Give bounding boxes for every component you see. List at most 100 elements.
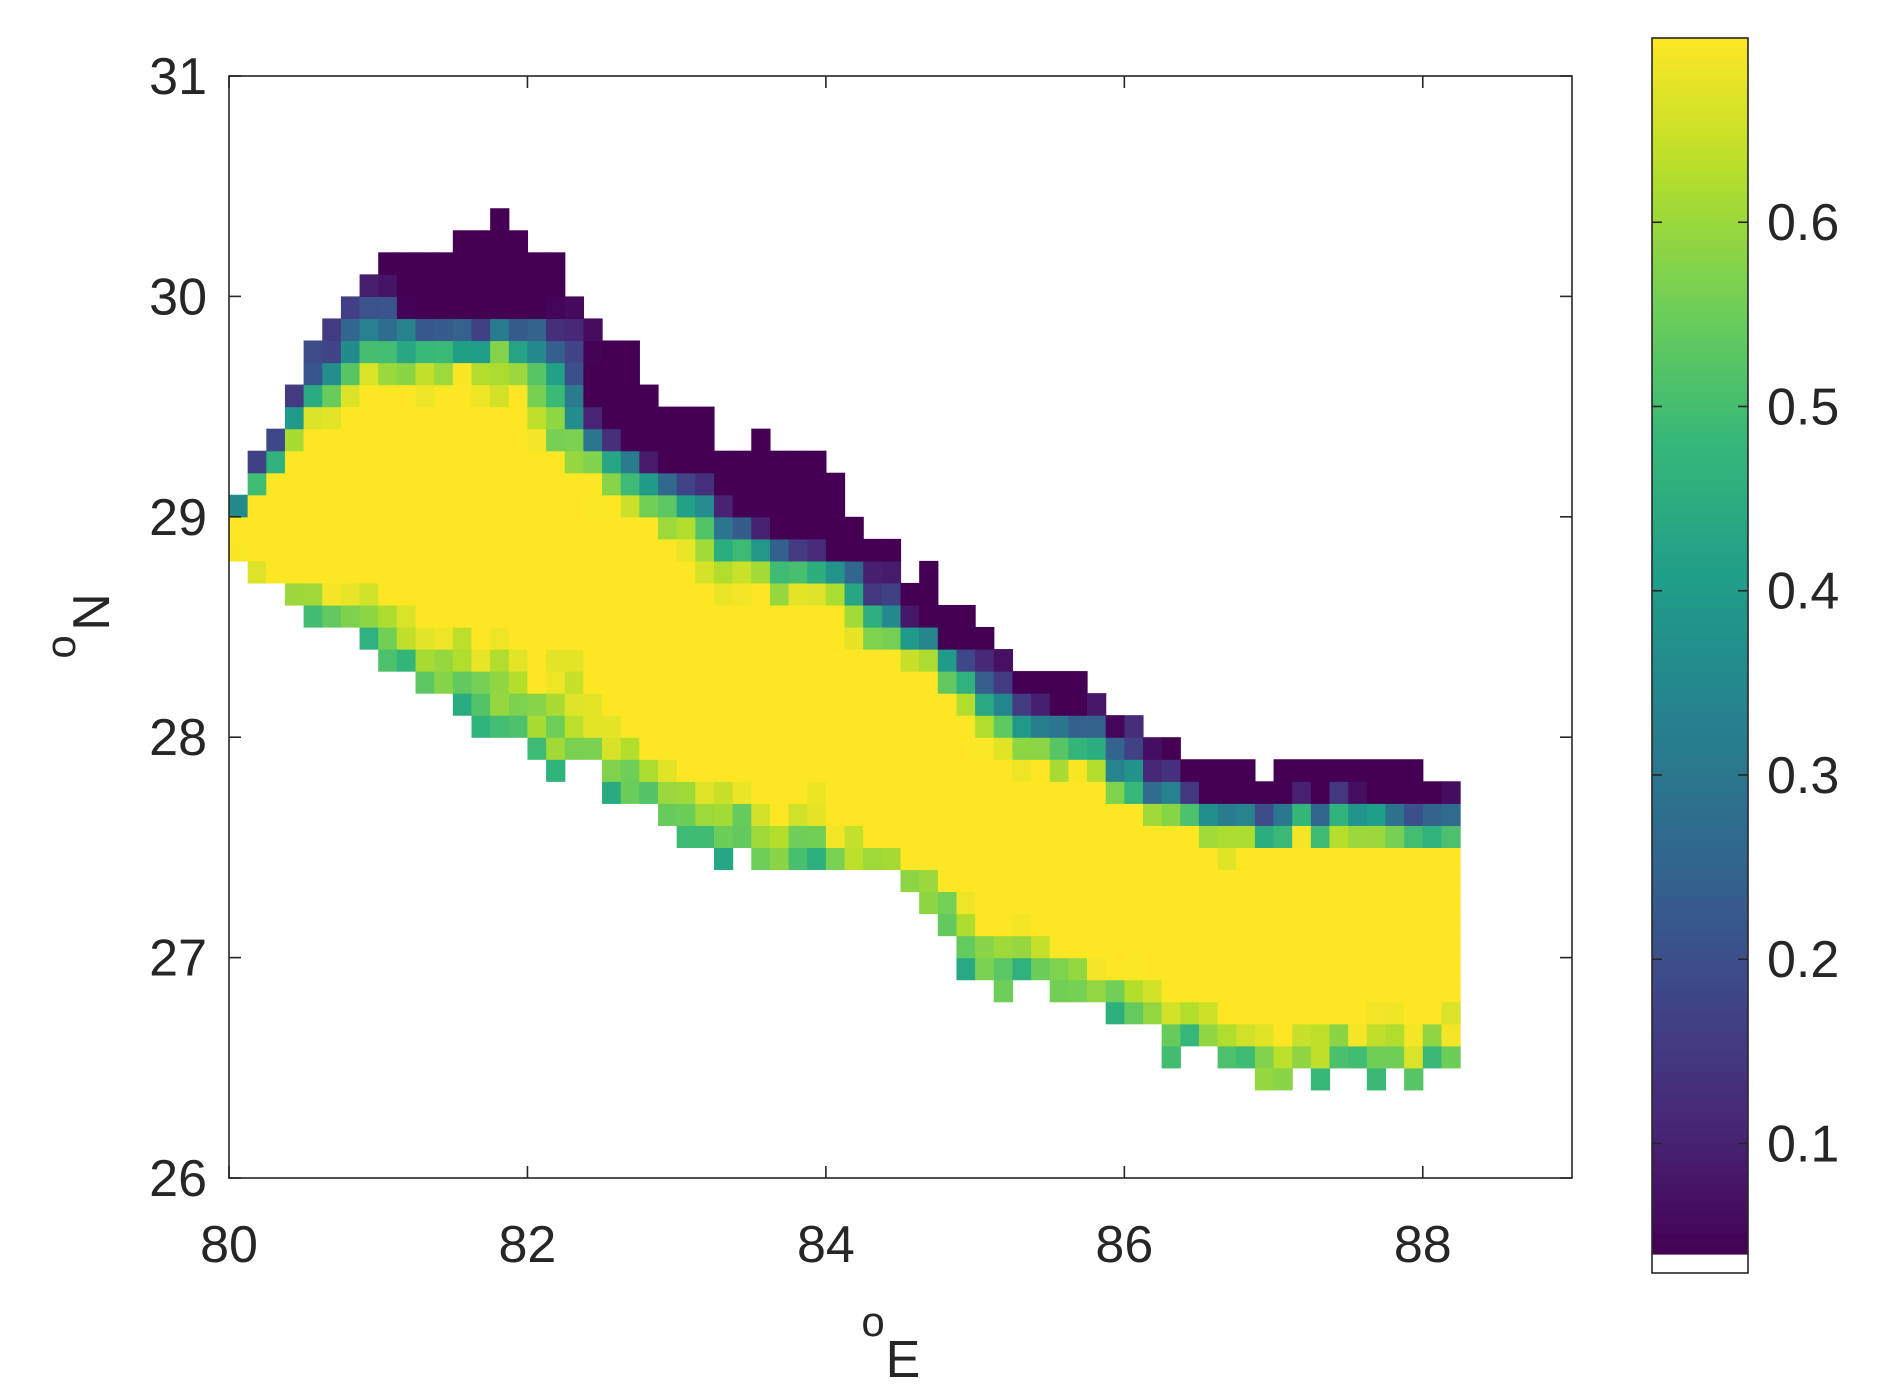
- heatmap-cell: [1404, 957, 1424, 981]
- heatmap-cell: [1068, 847, 1088, 871]
- heatmap-cell: [266, 428, 286, 452]
- colorbar-tick-label: 0.4: [1767, 563, 1839, 621]
- heatmap-cell: [956, 604, 976, 628]
- heatmap-cell: [919, 649, 939, 672]
- heatmap-cell: [583, 472, 603, 496]
- heatmap-cell: [1198, 979, 1219, 1003]
- heatmap-cell: [788, 604, 808, 628]
- heatmap-cell: [1087, 693, 1107, 716]
- heatmap-cell: [975, 913, 995, 937]
- heatmap-cell: [1236, 803, 1256, 826]
- heatmap-cell: [340, 494, 361, 518]
- heatmap-cell: [452, 384, 473, 408]
- heatmap-cell: [471, 406, 491, 430]
- heatmap-cell: [1198, 891, 1219, 915]
- heatmap-cell: [956, 781, 976, 804]
- colorbar-segment: [1652, 737, 1748, 748]
- heatmap-cell: [434, 516, 454, 540]
- heatmap-cell: [1404, 847, 1424, 871]
- heatmap-cell: [900, 604, 920, 628]
- heatmap-cell: [602, 715, 622, 738]
- heatmap-cell: [676, 428, 696, 452]
- heatmap-cell: [863, 759, 883, 782]
- heatmap-cell: [340, 516, 361, 540]
- heatmap-cell: [471, 252, 491, 275]
- heatmap-cell: [1329, 759, 1349, 782]
- heatmap-cell: [1124, 781, 1144, 804]
- heatmap-cell: [1422, 1001, 1443, 1025]
- heatmap-cell: [1348, 847, 1368, 871]
- heatmap-cell: [639, 406, 659, 430]
- heatmap-cell: [1404, 1023, 1424, 1047]
- heatmap-cell: [658, 737, 678, 760]
- heatmap-cell: [639, 582, 659, 606]
- heatmap-cell: [658, 759, 678, 782]
- colorbar-segment: [1652, 1071, 1748, 1083]
- heatmap-cell: [658, 472, 678, 496]
- heatmap-cell: [1049, 671, 1069, 694]
- heatmap-cell: [937, 627, 958, 650]
- heatmap-cell: [583, 384, 603, 408]
- heatmap-cell: [452, 693, 473, 716]
- heatmap-cell: [527, 604, 547, 628]
- heatmap-cell: [1422, 979, 1443, 1003]
- heatmap-cell: [1310, 913, 1331, 937]
- heatmap-cell: [452, 362, 473, 386]
- heatmap-cell: [527, 362, 547, 386]
- heatmap-cell: [1236, 825, 1256, 848]
- heatmap-cell: [471, 560, 491, 584]
- heatmap-cell: [1292, 759, 1312, 782]
- heatmap-cell: [1273, 781, 1293, 804]
- heatmap-cell: [993, 693, 1014, 716]
- colorbar-segment: [1652, 1031, 1748, 1042]
- colorbar-segment: [1652, 605, 1748, 617]
- colorbar-segment: [1652, 483, 1748, 495]
- heatmap-cell: [1292, 1045, 1312, 1069]
- heatmap-cell: [676, 759, 696, 782]
- colorbar-segment: [1652, 463, 1748, 475]
- heatmap-cell: [452, 582, 473, 606]
- heatmap-cell: [284, 516, 305, 540]
- heatmap-cell: [695, 825, 715, 848]
- heatmap-cell: [919, 671, 939, 694]
- heatmap-cell: [732, 582, 752, 606]
- heatmap-cell: [527, 318, 547, 342]
- heatmap-cell: [359, 494, 379, 518]
- colorbar-segment: [1652, 1213, 1748, 1225]
- heatmap-cell: [508, 428, 529, 452]
- heatmap-cell: [956, 693, 976, 716]
- heatmap-cell: [415, 560, 435, 584]
- colorbar-segment: [1652, 990, 1748, 1002]
- heatmap-cell: [415, 472, 435, 496]
- heatmap-cell: [769, 560, 790, 584]
- colorbar-segment: [1652, 1041, 1748, 1052]
- heatmap-cell: [1310, 891, 1331, 915]
- heatmap-cell: [1348, 935, 1368, 959]
- heatmap-cell: [322, 472, 342, 496]
- heatmap-cell: [359, 450, 379, 474]
- heatmap-cell: [396, 627, 417, 650]
- heatmap-cell: [863, 781, 883, 804]
- heatmap-cell: [564, 362, 584, 386]
- heatmap-cell: [303, 340, 323, 364]
- heatmap-cell: [1422, 847, 1443, 871]
- heatmap-cell: [490, 472, 510, 496]
- heatmap-cell: [490, 715, 510, 738]
- heatmap-cell: [490, 318, 510, 342]
- heatmap-cell: [452, 538, 473, 562]
- heatmap-cell: [602, 406, 622, 430]
- heatmap-cell: [602, 781, 622, 804]
- heatmap-cell: [713, 693, 734, 716]
- heatmap-cell: [900, 803, 920, 826]
- heatmap-cell: [508, 362, 529, 386]
- colorbar-segment: [1652, 1152, 1748, 1164]
- heatmap-cell: [1068, 803, 1088, 826]
- heatmap-cell: [452, 671, 473, 694]
- colorbar-segment: [1652, 747, 1748, 759]
- heatmap-cell: [1142, 737, 1163, 760]
- heatmap-cell: [471, 494, 491, 518]
- heatmap-cell: [807, 472, 827, 496]
- heatmap-cell: [1180, 825, 1200, 848]
- colorbar-segment: [1652, 818, 1748, 829]
- heatmap-cell: [732, 649, 752, 672]
